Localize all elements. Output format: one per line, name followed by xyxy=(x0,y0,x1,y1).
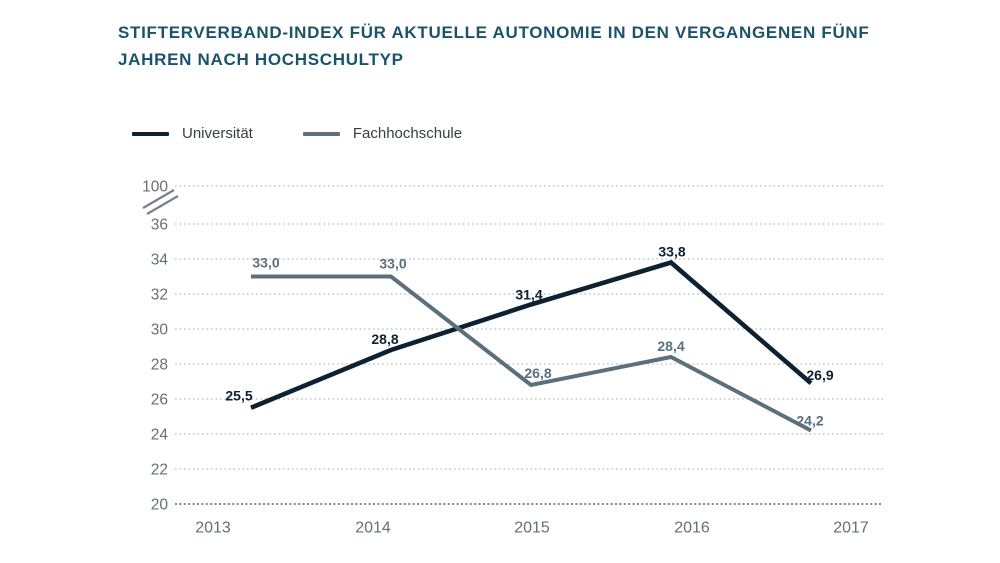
x-tick-label: 2015 xyxy=(514,520,550,537)
axis-break-slash xyxy=(146,195,179,215)
data-point-label: 28,4 xyxy=(657,338,684,354)
legend-item-fachhochschule: Fachhochschule xyxy=(302,125,463,142)
legend-label-fachhochschule: Fachhochschule xyxy=(352,125,463,142)
series-line-fachhochschule xyxy=(251,274,812,433)
data-point-label: 24,2 xyxy=(796,412,823,428)
legend-line-swatch-fachhochschule xyxy=(302,131,340,136)
data-point-label: 28,8 xyxy=(371,331,398,347)
x-tick-label: 2016 xyxy=(674,520,710,537)
data-point-label: 31,4 xyxy=(515,286,542,302)
y-tick-label: 32 xyxy=(151,286,168,303)
data-point-label: 33,8 xyxy=(658,243,685,259)
y-tick-label: 30 xyxy=(151,321,169,338)
chart-title: STIFTERVERBAND-INDEX FÜR AKTUELLE AUTONO… xyxy=(118,19,918,73)
legend-line-swatch-universitaet xyxy=(132,131,169,136)
x-tick-label: 2014 xyxy=(355,520,391,537)
y-tick-label: 28 xyxy=(151,356,168,373)
data-point-label: 25,5 xyxy=(225,388,252,404)
legend-label-universitaet: Universität xyxy=(182,125,253,142)
y-tick-label: 36 xyxy=(151,216,168,233)
y-tick-label: 22 xyxy=(151,461,168,478)
series-value-labels-fachhochschule: 33,0 33,0 26,8 28,4 24,2 xyxy=(252,254,823,428)
chart-legend: Universität Fachhochschule xyxy=(132,125,462,142)
y-tick-label: 24 xyxy=(151,426,169,443)
data-point-label: 26,9 xyxy=(806,367,833,383)
chart-title-line-2: JAHREN NACH HOCHSCHULTYP xyxy=(118,50,404,69)
y-tick-label: 20 xyxy=(151,496,169,513)
series-value-labels-universitaet: 25,5 28,8 31,4 33,8 26,9 xyxy=(225,243,833,403)
y-tick-label: 26 xyxy=(151,391,168,408)
y-tick-label: 100 xyxy=(142,178,168,195)
axis-break-slash xyxy=(142,189,175,209)
data-point-label: 33,0 xyxy=(379,255,406,271)
y-axis-tick-labels: 100 36 34 32 30 28 26 24 22 20 xyxy=(142,178,168,513)
legend-item-universitaet: Universität xyxy=(132,125,253,142)
x-axis-tick-labels: 2013 2014 2015 2016 2017 xyxy=(195,520,869,537)
data-point-label: 26,8 xyxy=(524,365,551,381)
x-tick-label: 2013 xyxy=(195,520,231,537)
series-line-universitaet xyxy=(250,259,813,410)
chart-title-line-1: STIFTERVERBAND-INDEX FÜR AKTUELLE AUTONO… xyxy=(118,23,870,42)
data-point-label: 33,0 xyxy=(252,254,279,270)
y-gridlines xyxy=(175,185,883,505)
x-tick-label: 2017 xyxy=(833,520,869,537)
y-axis-break-icon xyxy=(142,189,179,215)
y-tick-label: 34 xyxy=(151,251,169,268)
